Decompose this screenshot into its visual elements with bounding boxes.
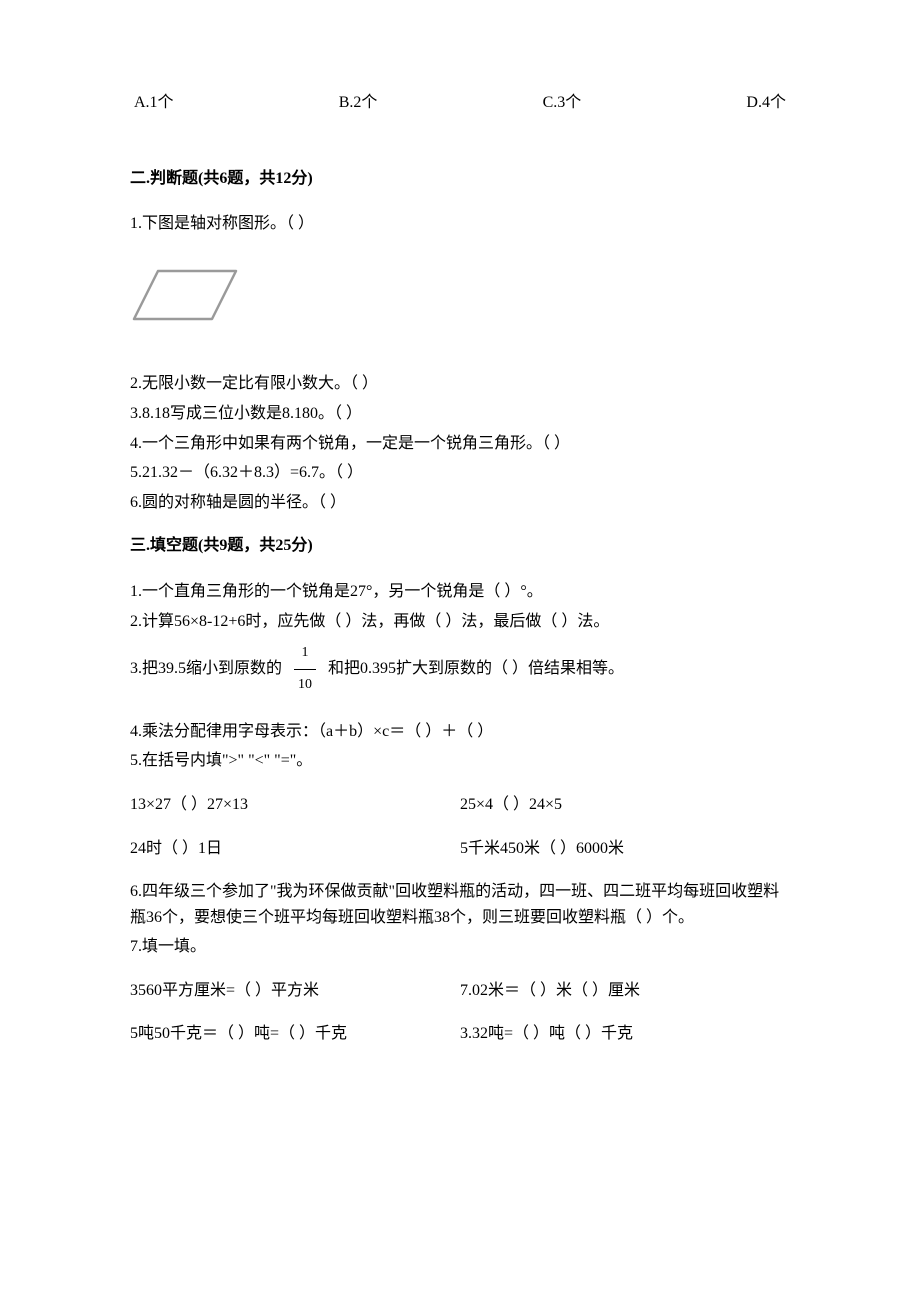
s3-q5-r2b: 5千米450米（ ）6000米 xyxy=(460,836,790,862)
s3-q3-text-b: 和把0.395扩大到原数的（ ）倍结果相等。 xyxy=(328,660,624,677)
s2-q5: 5.21.32－（6.32＋8.3）=6.7。（ ） xyxy=(130,460,790,486)
section2-header: 二.判断题(共6题，共12分) xyxy=(130,166,790,192)
s2-q2: 2.无限小数一定比有限小数大。（ ） xyxy=(130,371,790,397)
s3-q7-r1a: 3560平方厘米=（ ）平方米 xyxy=(130,978,460,1004)
s3-q7-row2: 5吨50千克＝（ ）吨=（ ）千克 3.32吨=（ ）吨（ ）千克 xyxy=(130,1021,790,1047)
option-a: A.1个 xyxy=(134,90,174,116)
option-c: C.3个 xyxy=(543,90,582,116)
section3-header: 三.填空题(共9题，共25分) xyxy=(130,533,790,559)
s3-q5-r1b: 25×4（ ）24×5 xyxy=(460,792,790,818)
fraction-one-tenth: 1 10 xyxy=(294,638,316,701)
s3-q5-r1a: 13×27（ ）27×13 xyxy=(130,792,460,818)
fraction-denominator: 10 xyxy=(294,670,316,701)
s2-q1: 1.下图是轴对称图形。（ ） xyxy=(130,211,790,237)
s2-q6: 6.圆的对称轴是圆的半径。（ ） xyxy=(130,490,790,516)
s3-q5-r2a: 24时（ ）1日 xyxy=(130,836,460,862)
s3-q4: 4.乘法分配律用字母表示：（a＋b）×c＝（ ）＋（ ） xyxy=(130,719,790,745)
s3-q1: 1.一个直角三角形的一个锐角是27°，另一个锐角是（ ）°。 xyxy=(130,579,790,605)
parallelogram-figure xyxy=(130,267,790,332)
s3-q3-text-a: 3.把39.5缩小到原数的 xyxy=(130,660,286,677)
fraction-numerator: 1 xyxy=(294,638,316,670)
parallelogram-icon xyxy=(130,267,240,323)
s3-q7-row1: 3560平方厘米=（ ）平方米 7.02米＝（ ）米（ ）厘米 xyxy=(130,978,790,1004)
s2-q4: 4.一个三角形中如果有两个锐角，一定是一个锐角三角形。（ ） xyxy=(130,431,790,457)
s3-q3: 3.把39.5缩小到原数的 1 10 和把0.395扩大到原数的（ ）倍结果相等… xyxy=(130,638,790,701)
s3-q5-row1: 13×27（ ）27×13 25×4（ ）24×5 xyxy=(130,792,790,818)
s3-q7-r2a: 5吨50千克＝（ ）吨=（ ）千克 xyxy=(130,1021,460,1047)
s3-q7-r2b: 3.32吨=（ ）吨（ ）千克 xyxy=(460,1021,790,1047)
mc-options: A.1个 B.2个 C.3个 D.4个 xyxy=(130,90,790,116)
option-b: B.2个 xyxy=(339,90,378,116)
option-d: D.4个 xyxy=(746,90,786,116)
s3-q6: 6.四年级三个参加了"我为环保做贡献"回收塑料瓶的活动，四一班、四二班平均每班回… xyxy=(130,879,790,930)
s2-q3: 3.8.18写成三位小数是8.180。（ ） xyxy=(130,401,790,427)
s3-q7-r1b: 7.02米＝（ ）米（ ）厘米 xyxy=(460,978,790,1004)
s3-q7-intro: 7.填一填。 xyxy=(130,934,790,960)
s3-q5-intro: 5.在括号内填">" "<" "="。 xyxy=(130,748,790,774)
s3-q2: 2.计算56×8-12+6时，应先做（ ）法，再做（ ）法，最后做（ ）法。 xyxy=(130,609,790,635)
s3-q5-row2: 24时（ ）1日 5千米450米（ ）6000米 xyxy=(130,836,790,862)
